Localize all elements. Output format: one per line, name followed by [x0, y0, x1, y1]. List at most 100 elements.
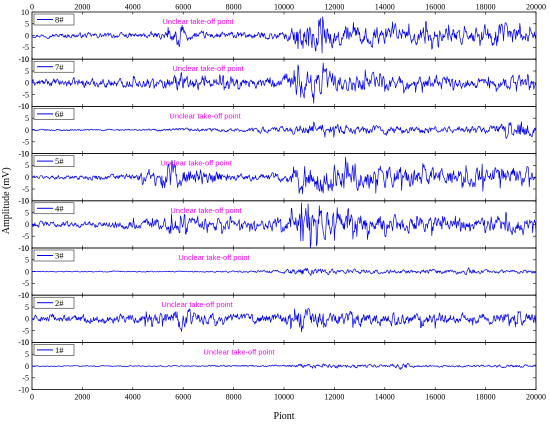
y-tick-label: 0 [25, 267, 29, 276]
y-tick-label: -5 [22, 43, 29, 52]
legend-label: 6# [55, 109, 64, 119]
panel-2: -10 -5 0 5 10 7# Unclear take-off point [18, 55, 537, 111]
y-tick-label: 0 [25, 126, 29, 135]
x-tick-label: 4000 [125, 393, 141, 402]
x-tick-label: 16000 [425, 393, 445, 402]
x-tick-label: 0 [30, 393, 34, 402]
x-tick-label: 6000 [175, 393, 191, 402]
y-tick-label: 10 [21, 149, 29, 158]
y-tick-label: 10 [21, 55, 29, 64]
legend-box [33, 202, 75, 215]
x-tick-label: 20000 [526, 393, 546, 402]
legend-box [33, 296, 75, 309]
panel-8: -10 -5 0 5 10 1# Unclear take-off point [18, 338, 537, 394]
y-tick-label: 5 [25, 20, 29, 29]
legend-box [33, 249, 75, 262]
y-tick-label: 10 [21, 102, 29, 111]
y-axis-title: Amplitude (mV) [1, 167, 12, 234]
x-tick-label: 16000 [425, 3, 445, 12]
y-tick-label: -5 [22, 326, 29, 335]
x-tick-label: 10000 [274, 393, 294, 402]
legend-box [33, 13, 75, 26]
y-tick-label: 5 [25, 208, 29, 217]
x-tick-label: 18000 [476, 3, 496, 12]
y-tick-label: 0 [25, 173, 29, 182]
x-tick-label: 4000 [125, 3, 141, 12]
x-tick-label: 6000 [175, 3, 191, 12]
annotation: Unclear take-off point [178, 253, 250, 262]
annotation: Unclear take-off point [160, 159, 232, 168]
y-tick-label: -10 [18, 385, 29, 394]
panel-3: -10 -5 0 5 10 6# Unclear take-off point [18, 102, 537, 158]
x-tick-label: 12000 [324, 393, 344, 402]
series-line-2 [31, 62, 537, 104]
y-tick-label: -5 [22, 185, 29, 194]
panels: -10 -5 0 5 10 8# Unclear take-off point -10 -5 0 5… [18, 8, 537, 394]
annotation: Unclear take-off point [162, 17, 234, 26]
annotation: Unclear take-off point [170, 206, 242, 215]
x-tick-label: 18000 [476, 393, 496, 402]
legend-label: 7# [55, 62, 64, 72]
legend-box [33, 108, 75, 120]
y-tick-label: -10 [18, 102, 29, 111]
y-tick-label: 5 [25, 350, 29, 359]
x-tick-label: 20000 [526, 3, 546, 12]
y-tick-label: -10 [18, 197, 29, 206]
series-line-3 [31, 121, 537, 139]
y-tick-label: 5 [25, 161, 29, 170]
y-tick-label: -5 [22, 90, 29, 99]
y-tick-label: 0 [25, 315, 29, 324]
y-tick-label: 5 [25, 256, 29, 265]
panel-6: -10 -5 0 5 10 3# Unclear take-off point [18, 244, 537, 300]
legend-box [33, 60, 75, 73]
y-tick-label: 0 [25, 220, 29, 229]
panel-4: -10 -5 0 5 10 5# Unclear take-off point [18, 149, 537, 206]
y-tick-label: -10 [18, 291, 29, 300]
y-tick-label: -10 [18, 244, 29, 253]
bottom-x-axis: 0 2000 4000 6000 8000 10000 12000 14000 16000 180… [30, 393, 546, 402]
y-tick-label: 10 [21, 291, 29, 300]
legend-box [33, 155, 75, 167]
y-tick-label: 10 [21, 197, 29, 206]
series-line-8 [31, 362, 537, 370]
y-tick-label: 5 [25, 303, 29, 312]
legend-label: 4# [55, 203, 64, 213]
annotation: Unclear take-off point [169, 111, 241, 120]
panel-5: -10 -5 0 5 10 4# Unclear take-off point [18, 197, 537, 253]
x-tick-label: 2000 [74, 3, 90, 12]
x-tick-label: 12000 [324, 3, 344, 12]
legend-box [33, 344, 75, 356]
x-tick-label: 10000 [274, 3, 294, 12]
y-tick-label: 5 [25, 67, 29, 76]
y-tick-label: -5 [22, 232, 29, 241]
legend-label: 3# [55, 251, 64, 261]
y-tick-label: -5 [22, 374, 29, 383]
y-tick-label: -10 [18, 55, 29, 64]
panel-7: -10 -5 0 5 10 2# Unclear take-off point [18, 291, 537, 347]
y-tick-label: 10 [21, 338, 29, 347]
x-tick-label: 14000 [375, 393, 395, 402]
legend-label: 2# [55, 298, 64, 308]
x-axis-title: Piont [273, 411, 294, 422]
annotation: Unclear take-off point [203, 347, 275, 356]
y-tick-label: 10 [21, 8, 29, 17]
legend-label: 1# [55, 345, 64, 355]
panel-1: -10 -5 0 5 10 8# Unclear take-off point [18, 8, 537, 64]
y-tick-label: 0 [25, 79, 29, 88]
legend-label: 8# [55, 15, 64, 25]
x-tick-label: 0 [30, 3, 34, 12]
y-tick-label: -5 [22, 279, 29, 288]
annotation: Unclear take-off point [172, 64, 244, 73]
x-tick-label: 2000 [74, 393, 90, 402]
x-tick-label: 8000 [226, 3, 242, 12]
x-tick-label: 14000 [375, 3, 395, 12]
series-line-5 [31, 202, 537, 249]
y-tick-label: 5 [25, 114, 29, 123]
top-x-axis: 0 2000 4000 6000 8000 10000 12000 14000 16000 180… [30, 3, 546, 12]
y-tick-label: -10 [18, 338, 29, 347]
annotation: Unclear take-off point [161, 300, 233, 309]
y-tick-label: 0 [25, 362, 29, 371]
series-line-1 [31, 16, 537, 54]
series-line-7 [31, 308, 537, 333]
